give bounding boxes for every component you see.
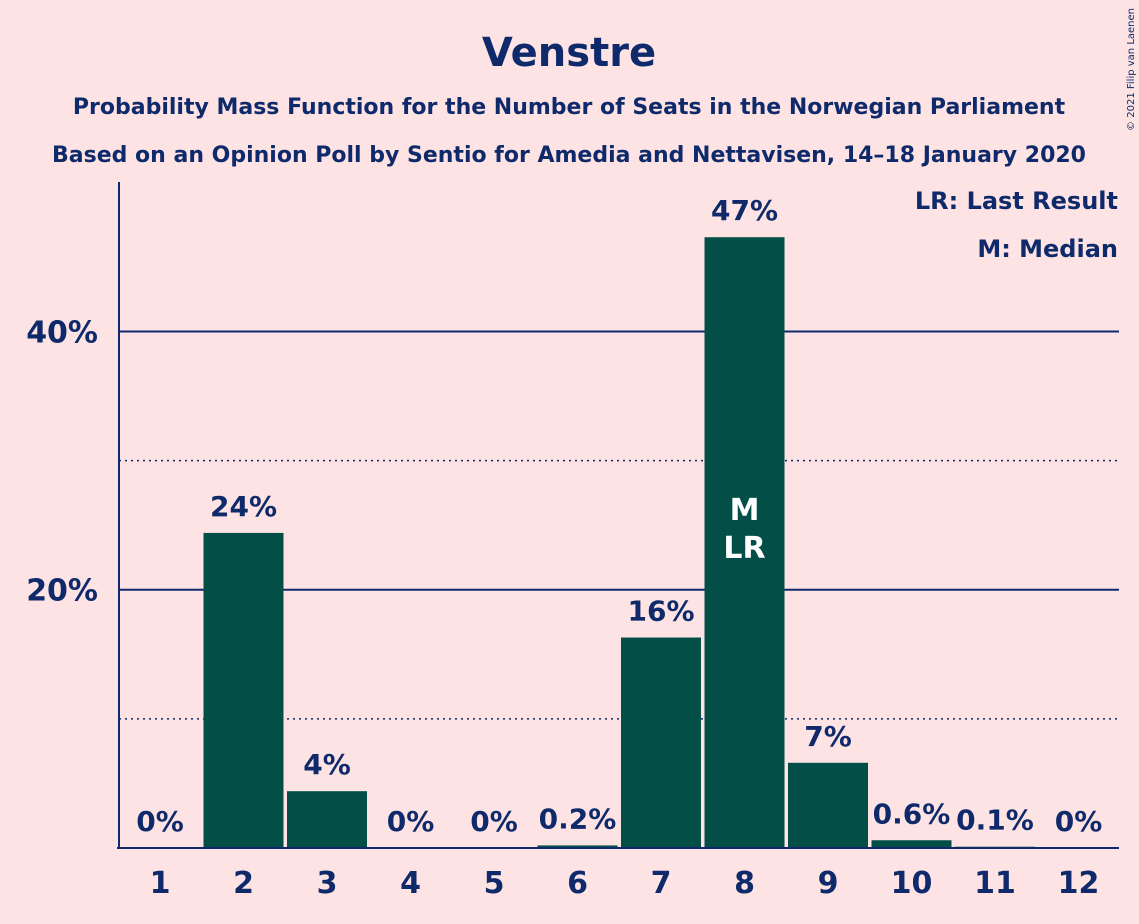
legend-last-result: LR: Last Result [915,187,1118,215]
data-label: 16% [627,595,694,628]
data-label: 24% [210,490,277,523]
bar [203,532,284,848]
chart-subtitle-2: Based on an Opinion Poll by Sentio for A… [52,143,1086,168]
bar [871,840,952,848]
data-label: 0% [387,805,435,838]
bar [537,845,618,848]
x-tick-label: 5 [484,866,505,901]
data-label: 0.1% [956,804,1034,837]
data-label: 0% [1055,805,1103,838]
legend-median: M: Median [977,235,1118,263]
bar [621,637,701,848]
x-tick-label: 1 [150,866,171,901]
data-label: 7% [804,720,852,753]
y-tick-label: 20% [26,574,98,609]
y-tick-label: 40% [26,315,98,350]
labels: 20%40%10%224%34%40%50%60.2%716%847%MLR97… [26,194,1102,901]
x-tick-label: 3 [317,866,338,901]
bar [287,791,367,848]
data-label: 0% [136,805,184,838]
chart-subtitle-1: Probability Mass Function for the Number… [73,95,1066,120]
median-marker: M [730,493,760,528]
gridlines [119,330,1119,720]
x-tick-label: 10 [891,866,933,901]
data-label: 0.2% [539,802,617,835]
x-tick-label: 8 [734,866,755,901]
bar [788,762,868,848]
data-label: 0% [470,805,518,838]
bar [704,237,785,848]
chart-title: Venstre [482,30,656,76]
x-tick-label: 9 [818,866,839,901]
x-tick-label: 6 [567,866,588,901]
last-result-marker: LR [723,531,765,566]
data-label: 0.6% [873,797,951,830]
bars [203,237,1035,848]
x-tick-label: 11 [974,866,1016,901]
copyright-text: © 2021 Filip van Laenen [1126,8,1137,131]
x-tick-label: 2 [233,866,254,901]
data-label: 4% [303,748,351,781]
data-label: 47% [711,194,778,227]
x-tick-label: 4 [400,866,421,901]
x-tick-label: 12 [1058,866,1100,901]
x-tick-label: 7 [651,866,672,901]
